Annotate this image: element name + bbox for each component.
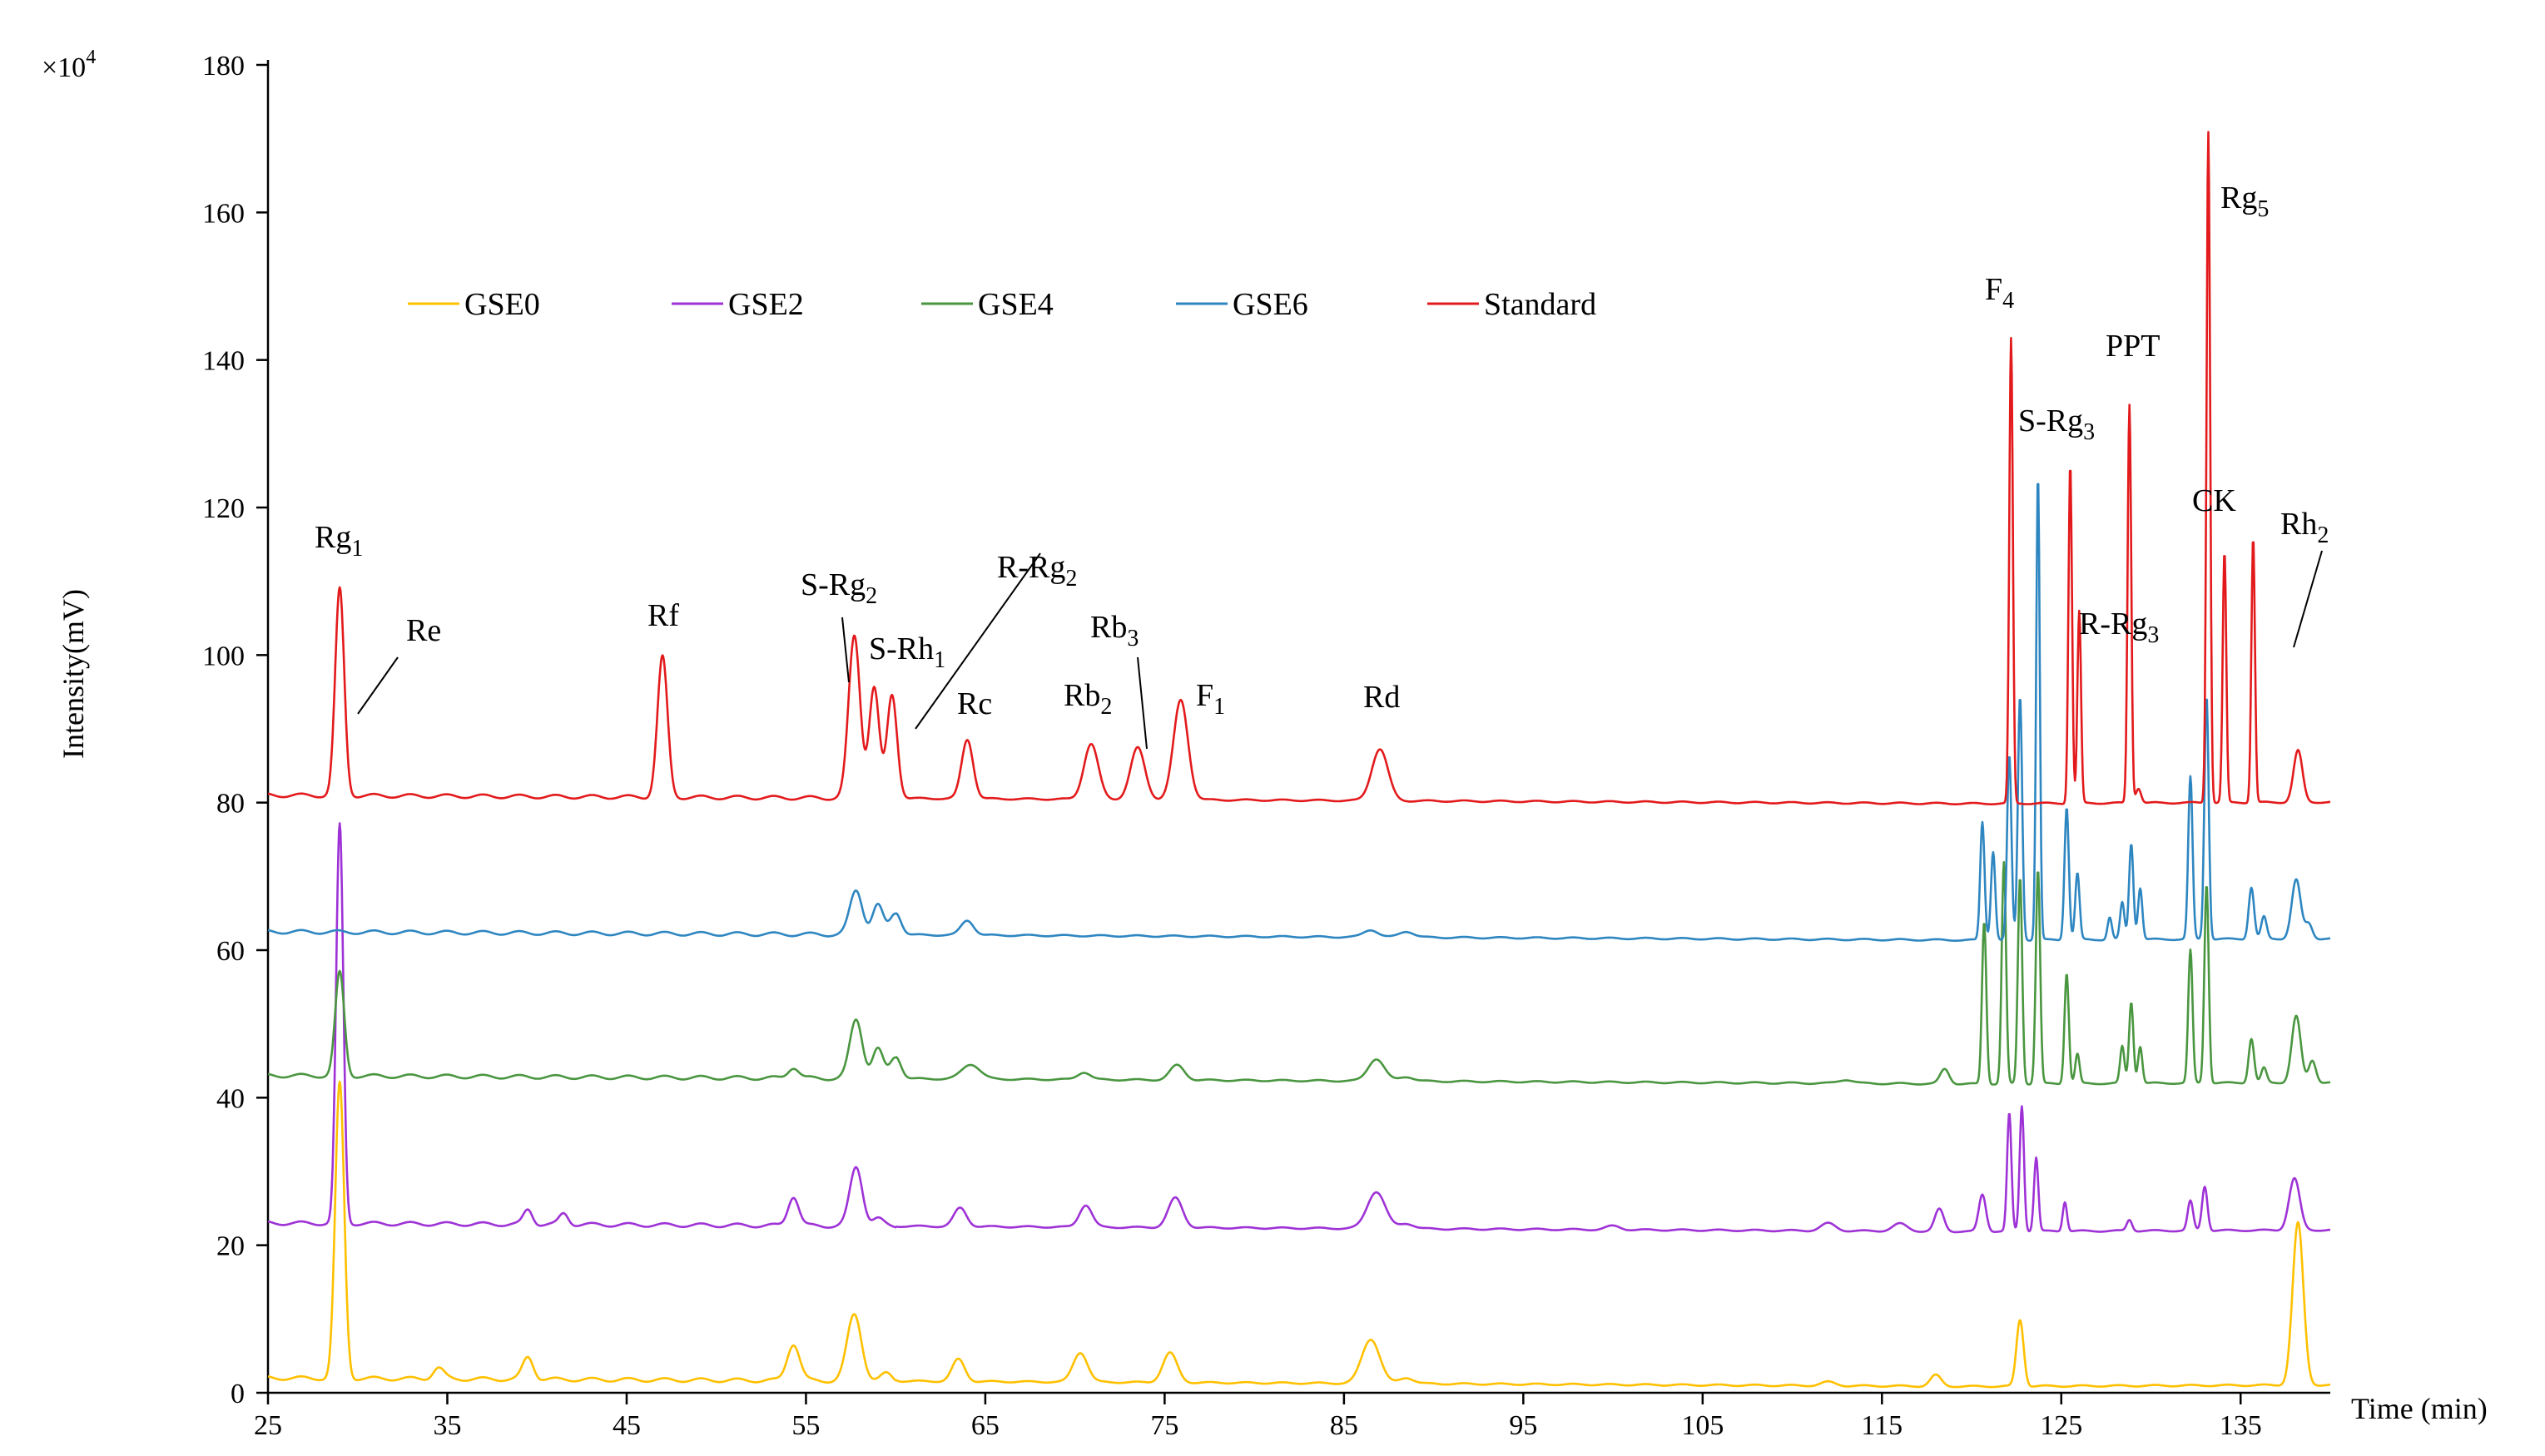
x-tick-label: 125 [2040, 1410, 2082, 1441]
legend-label-gse4: GSE4 [978, 287, 1054, 322]
leader-line [841, 617, 850, 683]
legend: GSE0 GSE2 GSE4 GSE6 Standard [408, 287, 1596, 322]
peak-label: Rc [957, 686, 992, 721]
y-tick-label: 140 [202, 346, 245, 377]
peak-annotations: Rg1 Re Rf S-Rg2 S-Rh1 R-Rg2 Rc Rb2 Rb3 F1 Rd F4 S-Rg… [315, 181, 2329, 750]
x-tick-label: 95 [1509, 1410, 1537, 1441]
x-tick-label: 135 [2220, 1410, 2262, 1441]
y-tick-label: 100 [202, 641, 245, 671]
peak-label: S-Rh1 [869, 631, 945, 673]
legend-label-gse6: GSE6 [1233, 287, 1308, 322]
peak-label: Rd [1363, 680, 1400, 715]
x-axis-title: Time (min) [2351, 1392, 2488, 1425]
peak-label: PPT [2106, 329, 2160, 364]
peak-label: Rf [647, 598, 679, 633]
series-line-gse6 [267, 483, 2331, 942]
y-tick-label: 40 [216, 1083, 245, 1114]
peak-label: Rg1 [315, 520, 363, 562]
y-tick-label: 160 [202, 198, 245, 229]
peak-label: CK [2192, 483, 2236, 518]
series-lines [267, 131, 2331, 1389]
leader-line [2293, 550, 2323, 648]
y-tick-label: 0 [231, 1379, 245, 1409]
x-tick-label: 45 [613, 1410, 641, 1441]
leader-line [1137, 656, 1148, 750]
series-line-gse2 [267, 822, 2331, 1234]
axes: 0 20 40 60 80 100 120 140 160 180 25 35 45 55 65 75 85 95… [202, 51, 2330, 1441]
peak-label: S-Rg3 [2018, 404, 2095, 445]
y-tick-label: 60 [216, 936, 245, 967]
peak-label: Rb2 [1064, 678, 1112, 720]
y-tick-label: 80 [216, 789, 245, 820]
peak-label: R-Rg2 [997, 550, 1077, 592]
x-tick-label: 25 [254, 1410, 282, 1441]
series-line-gse4 [267, 860, 2331, 1086]
peak-label: Re [406, 613, 441, 648]
peak-label: Rg5 [2220, 181, 2269, 222]
y-tick-label: 20 [216, 1231, 245, 1262]
peak-label: F1 [1196, 678, 1225, 720]
series-line-gse0 [267, 1080, 2331, 1389]
peak-label: Rh2 [2280, 507, 2329, 548]
peak-label: S-Rg2 [801, 567, 877, 609]
y-multiplier-label: ×104 [42, 47, 96, 83]
peak-label: F4 [1985, 272, 2014, 314]
x-tick-label: 105 [1681, 1410, 1724, 1441]
legend-label-gse0: GSE0 [464, 287, 540, 322]
x-tick-label: 35 [433, 1410, 461, 1441]
x-tick-label: 65 [971, 1410, 1000, 1441]
y-tick-label: 180 [202, 51, 245, 82]
x-tick-label: 75 [1150, 1410, 1178, 1441]
x-tick-label: 55 [791, 1410, 820, 1441]
peak-label: Rb3 [1090, 610, 1139, 651]
legend-label-standard: Standard [1484, 287, 1596, 322]
x-tick-label: 115 [1861, 1410, 1903, 1441]
series-line-standard [267, 131, 2331, 806]
leader-line [915, 552, 1041, 730]
y-axis-title: Intensity(mV) [57, 589, 90, 759]
legend-label-gse2: GSE2 [728, 287, 804, 322]
x-tick-label: 85 [1330, 1410, 1358, 1441]
y-tick-label: 120 [202, 493, 245, 524]
leader-line [357, 656, 399, 715]
peak-label: R-Rg3 [2079, 607, 2159, 648]
